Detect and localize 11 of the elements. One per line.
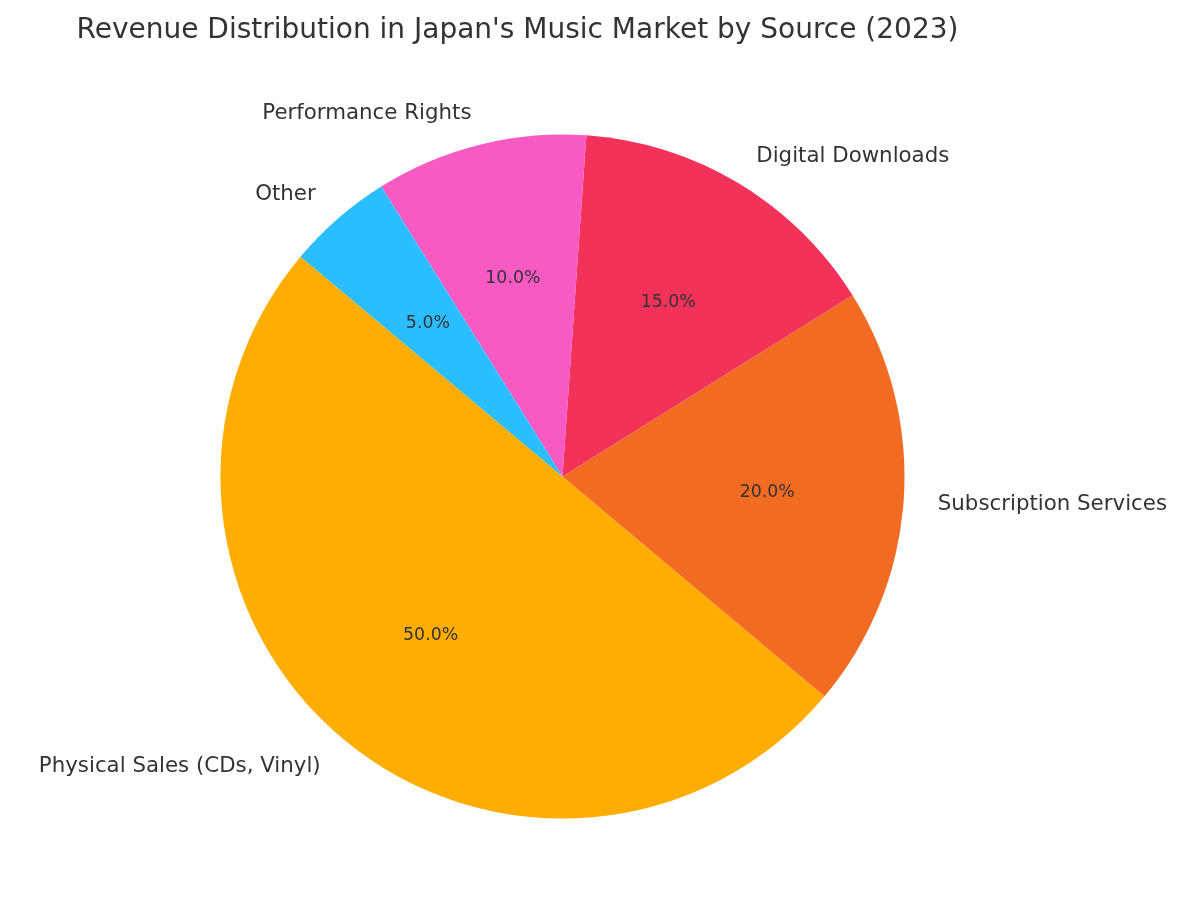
slice-label: Subscription Services [937,490,1168,516]
slice-label: Performance Rights [262,98,472,124]
data-label: 5.0% [405,311,450,332]
slice-label: Digital Downloads [756,141,950,167]
data-label: 10.0% [485,267,541,288]
chart-title: Revenue Distribution in Japan's Music Market by Source (2023) [76,12,959,45]
slice-label: Physical Sales (CDs, Vinyl) [38,752,321,778]
data-label: 15.0% [640,290,696,311]
data-label: 20.0% [739,480,795,501]
data-label: 50.0% [403,623,459,644]
slice-label: Other [255,180,316,206]
